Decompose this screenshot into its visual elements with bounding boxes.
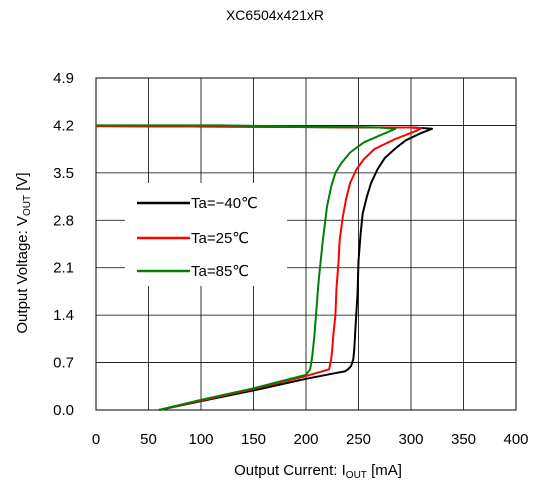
y-tick-label: 2.8 [53, 212, 74, 229]
y-axis-ticks: 0.0 0.7 1.4 2.1 2.8 3.5 4.2 4.9 [53, 70, 74, 419]
y-tick-label: 4.2 [53, 117, 74, 134]
legend-label-1: Ta=−40℃ [191, 195, 258, 212]
y-tick-label: 0.0 [53, 402, 74, 419]
y-axis-label: Output Voltage: VOUT [V] [14, 172, 33, 333]
x-tick-label: 200 [293, 431, 318, 448]
x-tick-label: 150 [241, 431, 266, 448]
x-tick-label: 250 [346, 431, 371, 448]
legend: Ta=−40℃ Ta=25℃ Ta=85℃ [137, 195, 258, 280]
y-tick-label: 3.5 [53, 165, 74, 182]
y-tick-label: 1.4 [53, 307, 74, 324]
series-line-1 [95, 125, 433, 411]
x-tick-label: 0 [92, 431, 100, 448]
x-tick-label: 350 [451, 431, 476, 448]
y-tick-label: 2.1 [53, 260, 74, 277]
x-axis-label: Output Current: IOUT [mA] [234, 462, 402, 481]
legend-label-2: Ta=25℃ [191, 230, 249, 247]
series-line-3 [96, 124, 397, 411]
x-tick-label: 100 [188, 431, 213, 448]
x-tick-label: 400 [503, 431, 528, 448]
x-tick-label: 300 [398, 431, 423, 448]
x-tick-label: 50 [140, 431, 157, 448]
legend-background [125, 183, 287, 286]
y-tick-label: 4.9 [53, 70, 74, 87]
legend-label-3: Ta=85℃ [191, 263, 249, 280]
series-layer [95, 124, 433, 411]
series-line-2 [95, 125, 423, 411]
plot-area [95, 77, 517, 411]
x-axis-ticks: 0 50 100 150 200 250 300 350 400 [92, 431, 529, 448]
chart-title: XC6504x421xR [226, 7, 324, 23]
y-tick-label: 0.7 [53, 355, 74, 372]
